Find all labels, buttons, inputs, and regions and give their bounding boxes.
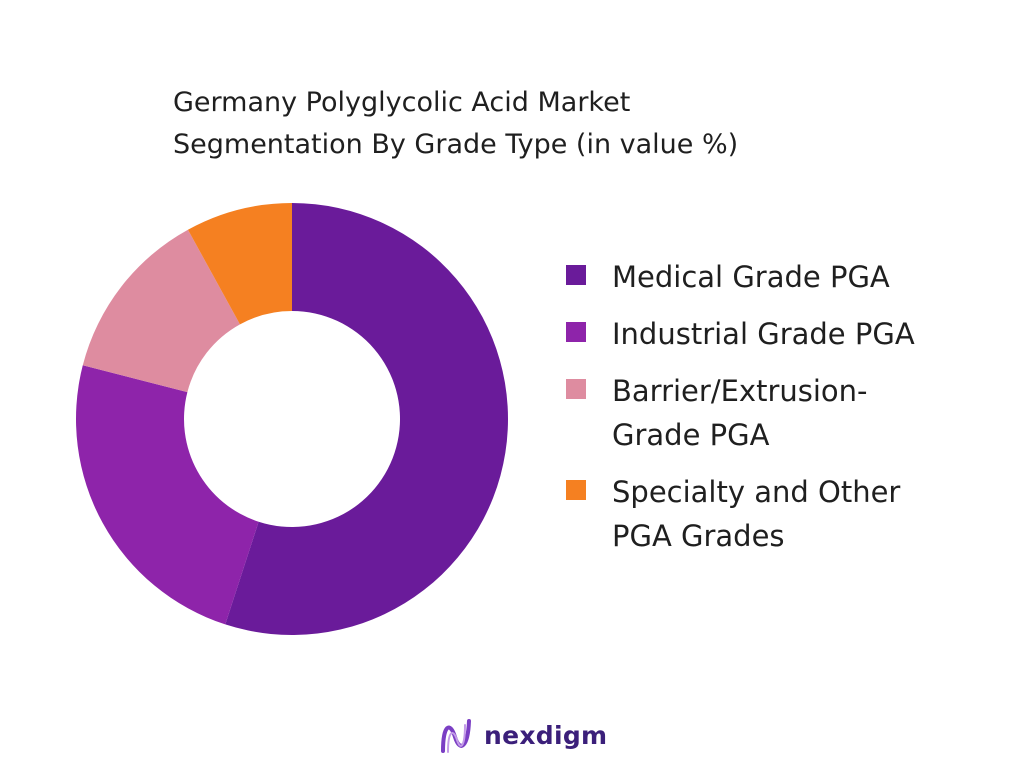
legend-label-barrier-extrusion-grade: Barrier/Extrusion-Grade PGA — [612, 374, 868, 452]
legend-item-industrial-grade: Industrial Grade PGA — [566, 312, 966, 356]
donut-slice-barrier-extrusion-grade — [82, 229, 240, 393]
donut-slice-specialty-other — [187, 203, 292, 325]
chart-legend: Medical Grade PGA Industrial Grade PGA B… — [566, 255, 966, 571]
legend-swatch-industrial-grade — [566, 322, 586, 342]
chart-title-line-1: Germany Polyglycolic Acid Market — [173, 87, 631, 118]
legend-label-medical-grade: Medical Grade PGA — [612, 260, 890, 294]
donut-slice-medical-grade — [225, 203, 508, 636]
nexdigm-logo-icon — [441, 719, 471, 753]
legend-swatch-barrier-extrusion-grade — [566, 379, 586, 399]
legend-label-specialty-other: Specialty and Other PGA Grades — [612, 475, 901, 553]
chart-title: Germany Polyglycolic Acid Market Segment… — [173, 82, 873, 166]
legend-swatch-specialty-other — [566, 480, 586, 500]
donut-slice-industrial-grade — [75, 365, 259, 625]
legend-item-specialty-other: Specialty and Other PGA Grades — [566, 470, 966, 558]
donut-chart — [75, 203, 508, 636]
chart-title-line-2: Segmentation By Grade Type (in value %) — [173, 129, 739, 160]
brand-logo: nexdigm — [438, 715, 607, 755]
brand-name: nexdigm — [484, 720, 608, 750]
legend-item-barrier-extrusion-grade: Barrier/Extrusion-Grade PGA — [566, 369, 966, 457]
legend-item-medical-grade: Medical Grade PGA — [566, 255, 966, 299]
legend-swatch-medical-grade — [566, 265, 586, 285]
legend-label-industrial-grade: Industrial Grade PGA — [612, 317, 915, 351]
